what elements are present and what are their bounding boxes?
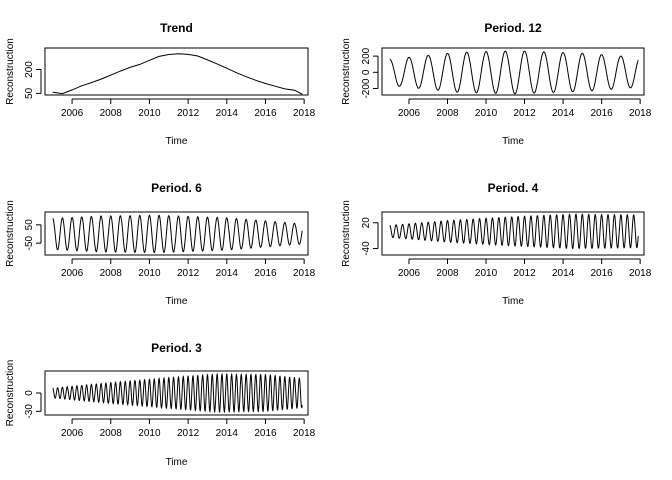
x-tick-label: 2010 [475,108,498,119]
x-tick-label: 2018 [293,268,316,279]
y-tick-label: 200 [361,47,372,64]
x-tick-label: 2014 [216,428,239,439]
x-tick-label: 2012 [177,108,200,119]
x-axis-label: Time [502,296,524,307]
panel-1: Period. 12 2006 2008 2010 2012 2014 2016 2018 -2… [341,21,652,147]
plot-frame [44,47,309,96]
x-tick-label: 2014 [552,108,575,119]
panel-2: Period. 6 2006 2008 2010 2012 2014 2016 2018 -50… [5,181,316,307]
x-tick-label: 2012 [177,428,200,439]
series-line-0 [52,214,303,254]
y-tick-label: -50 [24,235,35,250]
x-tick-label: 2018 [293,108,316,119]
y-tick-label: 0 [24,390,35,396]
panel-title: Period. 12 [484,21,542,35]
y-tick-label: -30 [24,404,35,419]
x-tick-label: 2006 [398,268,421,279]
x-tick-label: 2016 [254,428,277,439]
y-tick-label: 50 [24,219,35,231]
series-line-0 [52,53,303,95]
y-axis-label: Reconstruction [341,200,352,267]
series-line-0 [52,372,303,414]
x-tick-label: 2016 [590,108,613,119]
x-axis-label: Time [502,136,524,147]
panel-title: Period. 4 [488,181,539,195]
x-tick-label: 2012 [177,268,200,279]
y-tick-label: 50 [24,87,35,99]
x-tick-label: 2006 [61,108,84,119]
y-tick-label: 0 [361,69,372,75]
x-axis-label: Time [166,136,188,147]
x-tick-label: 2014 [216,268,239,279]
panel-4: Period. 3 2006 2008 2010 2012 2014 2016 2018 -30… [5,341,316,468]
panel-title: Period. 3 [151,341,202,355]
x-tick-label: 2014 [216,108,239,119]
x-tick-label: 2008 [100,268,123,279]
y-tick-label: 200 [24,61,35,78]
x-axis-label: Time [166,296,188,307]
y-tick-label: -40 [361,241,372,256]
x-tick-label: 2012 [513,108,536,119]
x-tick-label: 2010 [138,428,161,439]
plot-frame [44,370,309,416]
x-tick-label: 2016 [254,268,277,279]
x-tick-label: 2008 [436,108,459,119]
x-tick-label: 2006 [398,108,421,119]
x-tick-label: 2010 [138,108,161,119]
x-tick-label: 2012 [513,268,536,279]
x-tick-label: 2018 [629,108,652,119]
panel-title: Trend [160,21,193,35]
y-axis-label: Reconstruction [5,360,16,427]
panel-0: Trend 2006 2008 2010 2012 2014 2016 2018 50 200 Ti… [5,21,316,147]
y-tick-label: 20 [361,217,372,229]
plot-frame [381,211,645,256]
x-tick-label: 2006 [61,428,84,439]
series-line-0 [389,213,639,250]
x-tick-label: 2018 [293,428,316,439]
y-axis-label: Reconstruction [5,38,16,105]
x-tick-label: 2008 [436,268,459,279]
x-tick-label: 2014 [552,268,575,279]
plot-frame [381,47,645,96]
plot-frame [44,211,309,256]
x-tick-label: 2016 [254,108,277,119]
y-tick-label: -200 [361,78,372,98]
x-tick-label: 2008 [100,428,123,439]
x-tick-label: 2006 [61,268,84,279]
x-tick-label: 2008 [100,108,123,119]
x-tick-label: 2010 [138,268,161,279]
x-tick-label: 2016 [590,268,613,279]
x-tick-label: 2018 [629,268,652,279]
panel-title: Period. 6 [151,181,202,195]
panel-3: Period. 4 2006 2008 2010 2012 2014 2016 2018 -40… [341,181,652,307]
x-tick-label: 2010 [475,268,498,279]
y-axis-label: Reconstruction [341,38,352,105]
series-line-0 [389,50,639,95]
y-axis-label: Reconstruction [5,200,16,267]
x-axis-label: Time [166,457,188,468]
